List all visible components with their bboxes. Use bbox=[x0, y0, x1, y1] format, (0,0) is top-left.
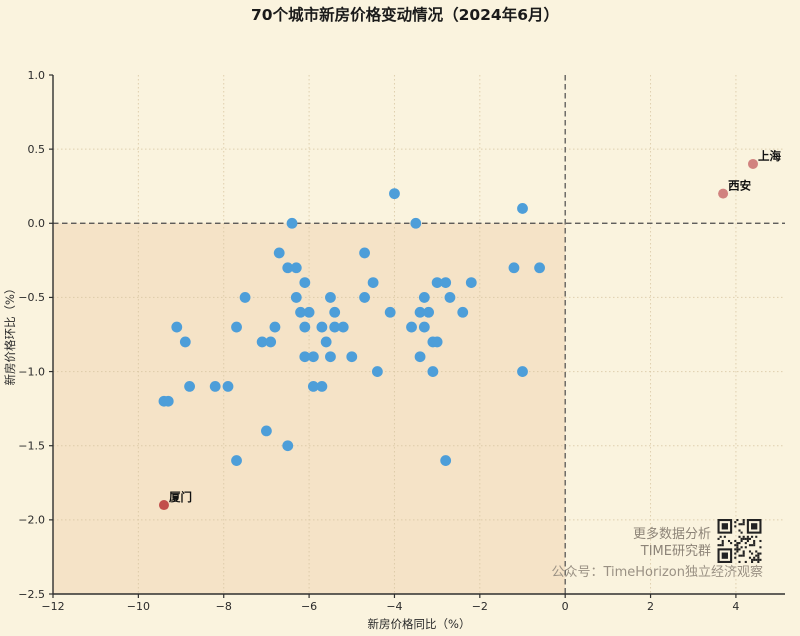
data-point bbox=[269, 321, 281, 333]
data-point bbox=[534, 262, 545, 274]
data-point bbox=[299, 321, 311, 333]
data-point bbox=[440, 277, 452, 288]
data-point bbox=[316, 381, 328, 392]
qr-code-icon bbox=[717, 519, 762, 563]
data-point bbox=[517, 366, 528, 377]
data-point bbox=[316, 321, 328, 333]
data-point bbox=[290, 292, 302, 303]
x-tick-label: −6 bbox=[301, 600, 317, 613]
y-tick-label: −2.0 bbox=[18, 514, 45, 527]
shaded-quadrant bbox=[53, 223, 566, 595]
watermark-line1: 更多数据分析 bbox=[632, 527, 711, 542]
data-point bbox=[256, 336, 268, 348]
data-point bbox=[162, 395, 174, 407]
data-point bbox=[273, 247, 285, 259]
data-point bbox=[320, 336, 332, 348]
y-tick-label: 1.0 bbox=[28, 69, 46, 82]
watermark-line3: 公众号：TimeHorizon独立经济观察 bbox=[551, 565, 763, 580]
x-tick-label: −12 bbox=[41, 600, 64, 613]
data-point bbox=[171, 321, 183, 333]
y-tick-label: 0.0 bbox=[28, 217, 46, 230]
highlight-point bbox=[747, 158, 758, 169]
highlight-point bbox=[158, 500, 169, 511]
data-point bbox=[423, 306, 435, 318]
data-point bbox=[389, 188, 400, 200]
data-point bbox=[329, 321, 341, 333]
x-tick-label: 2 bbox=[647, 600, 654, 613]
data-point bbox=[329, 306, 341, 318]
x-tick-label: −10 bbox=[127, 600, 150, 613]
city-label: 上海 bbox=[758, 149, 781, 163]
data-point bbox=[295, 306, 306, 318]
data-point bbox=[440, 455, 452, 466]
y-tick-label: −1.5 bbox=[18, 440, 45, 453]
data-point bbox=[359, 292, 370, 303]
data-point bbox=[427, 366, 439, 377]
data-point bbox=[222, 381, 234, 392]
data-point bbox=[299, 351, 311, 363]
data-point bbox=[282, 440, 294, 452]
data-point bbox=[184, 381, 195, 392]
x-axis-label: 新房价格同比（%） bbox=[368, 617, 471, 631]
data-point bbox=[517, 203, 528, 214]
chart-title: 70个城市新房价格变动情况（2024年6月） bbox=[251, 5, 559, 24]
data-point bbox=[307, 351, 319, 363]
data-point bbox=[406, 321, 417, 333]
x-tick-label: −4 bbox=[386, 600, 402, 613]
data-point bbox=[179, 336, 191, 348]
data-point bbox=[367, 277, 379, 288]
data-point bbox=[359, 247, 370, 259]
city-label: 厦门 bbox=[169, 490, 192, 504]
data-point bbox=[444, 292, 456, 303]
data-point bbox=[346, 351, 358, 363]
data-point bbox=[239, 292, 251, 303]
data-point bbox=[414, 351, 426, 363]
data-point bbox=[431, 277, 443, 288]
data-point bbox=[457, 306, 469, 318]
x-tick-label: 0 bbox=[562, 600, 569, 613]
data-point bbox=[418, 321, 430, 333]
data-point bbox=[325, 292, 336, 303]
data-point bbox=[384, 306, 396, 318]
data-point bbox=[231, 321, 242, 333]
data-point bbox=[371, 366, 383, 377]
data-point bbox=[303, 306, 315, 318]
highlight-point bbox=[718, 188, 729, 199]
data-point bbox=[231, 455, 242, 466]
data-point bbox=[337, 321, 349, 333]
data-point bbox=[265, 336, 277, 348]
data-point bbox=[431, 336, 443, 348]
data-point bbox=[299, 277, 311, 288]
data-point bbox=[414, 306, 426, 318]
x-tick-label: 4 bbox=[732, 600, 739, 613]
data-point bbox=[465, 277, 477, 288]
watermark-line2: TIME研究群 bbox=[640, 544, 711, 559]
data-point bbox=[286, 217, 298, 229]
data-point bbox=[418, 292, 430, 303]
data-point bbox=[508, 262, 520, 274]
data-point bbox=[410, 217, 422, 229]
y-tick-label: −1.0 bbox=[18, 365, 45, 378]
city-label: 西安 bbox=[728, 179, 751, 193]
data-point bbox=[261, 425, 272, 437]
data-point bbox=[290, 262, 302, 274]
data-point bbox=[325, 351, 336, 363]
plot-area: −12 −10 −8 −6 −4 −2 0 2 4 1.0 0.5 0.0 −0.5 −1.0 −1.5 −2… bbox=[18, 69, 785, 613]
y-tick-label: −2.5 bbox=[18, 588, 45, 601]
x-tick-label: −8 bbox=[216, 600, 232, 613]
y-axis-label: 新房价格环比（%） bbox=[3, 283, 17, 386]
data-point bbox=[307, 381, 319, 392]
y-tick-label: 0.5 bbox=[28, 143, 46, 156]
x-tick-label: −2 bbox=[472, 600, 488, 613]
data-point bbox=[282, 262, 294, 274]
data-point bbox=[209, 381, 221, 392]
y-tick-label: −0.5 bbox=[18, 291, 45, 304]
